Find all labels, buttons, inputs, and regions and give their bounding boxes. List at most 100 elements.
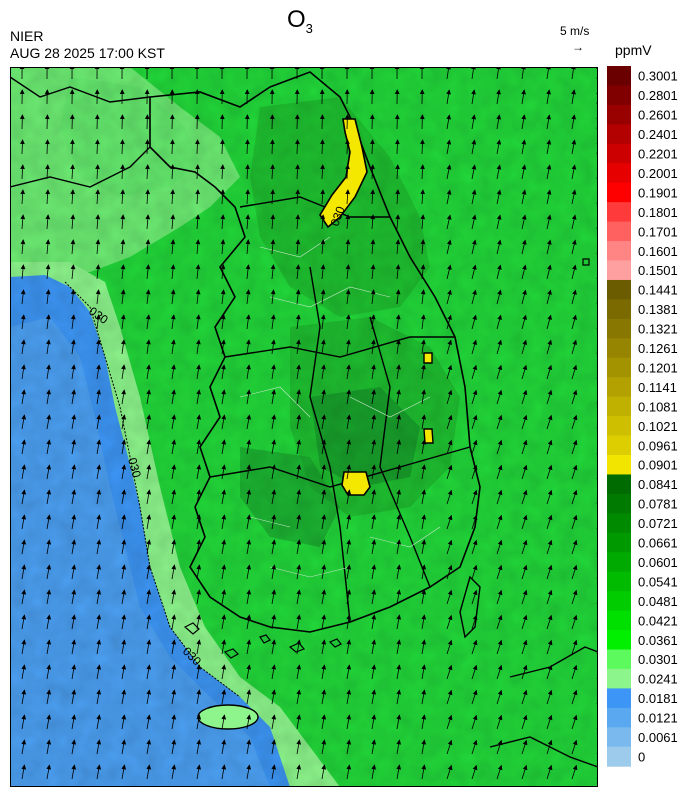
wind-arrow-head (46, 639, 52, 645)
wind-arrow-head (220, 289, 226, 295)
wind-arrow-head (171, 764, 177, 770)
wind-arrow-head (195, 314, 201, 320)
wind-arrow-head (497, 289, 502, 295)
wind-arrow-head (371, 414, 377, 420)
wind-arrow-head (320, 314, 326, 320)
wind-arrow-head (271, 614, 277, 620)
wind-arrow-head (146, 564, 152, 570)
wind-arrow-head (296, 739, 302, 745)
wind-arrow-head (521, 139, 527, 145)
wind-arrow-head (21, 389, 26, 395)
wind-arrow-head (171, 514, 177, 520)
wind-arrow-head (346, 764, 352, 770)
wind-arrow-head (371, 714, 377, 720)
wind-arrow-head (170, 264, 176, 270)
wind-arrow-head (220, 314, 226, 320)
wind-arrow-head (296, 489, 302, 495)
wind-arrow-head (546, 139, 552, 145)
wind-arrow-head (146, 739, 152, 745)
wind-arrow-head (20, 314, 26, 320)
wind-arrow-head (120, 189, 126, 195)
legend-swatch (607, 396, 631, 417)
province-border-4 (309, 266, 351, 623)
legend-swatch (607, 338, 631, 359)
wind-arrow-head (497, 739, 503, 746)
wind-arrow-head (121, 539, 127, 545)
wind-arrow-head (145, 314, 151, 320)
wind-arrow-head (345, 189, 351, 195)
wind-arrow-head (320, 264, 326, 270)
wind-arrow-head (271, 689, 277, 695)
wind-arrow-head (121, 614, 127, 620)
wind-arrow-head (145, 164, 150, 170)
wind-arrow-head (396, 664, 402, 670)
wind-arrow-head (319, 89, 325, 95)
wind-arrow-head (546, 164, 552, 170)
legend-label: 0.0541 (638, 574, 678, 589)
wind-arrow-head (121, 439, 127, 445)
wind-arrow-head (120, 214, 126, 220)
legend-label: 0.0421 (638, 613, 678, 628)
wind-arrow-head (70, 239, 76, 245)
wind-arrow-head (572, 464, 578, 471)
wind-arrow-head (295, 214, 301, 220)
legend-label: 0.0781 (638, 497, 678, 512)
wind-arrow-head (146, 414, 152, 420)
wind-arrow-head (246, 439, 252, 445)
wind-arrow-head (21, 464, 27, 470)
wind-arrow-head (220, 264, 226, 270)
legend-label: 0.0121 (638, 711, 678, 726)
korea-coastline (149, 71, 481, 633)
legend-label: 0.0841 (638, 477, 678, 492)
wind-arrow-head (221, 764, 227, 770)
wind-arrow-head (95, 214, 101, 220)
wind-arrow-head (472, 514, 478, 521)
wind-arrow-head (195, 289, 201, 295)
wind-arrow-head (170, 139, 175, 145)
legend-label: 0.0301 (638, 652, 678, 667)
wind-arrow-head (321, 339, 326, 345)
wind-arrow-head (547, 314, 552, 320)
wind-arrow-head (21, 489, 27, 495)
legend-swatch (607, 279, 631, 300)
wind-arrow-head (370, 239, 376, 245)
wind-arrow-head (71, 389, 76, 395)
wind-arrow-head (221, 689, 227, 695)
wind-arrow-head (270, 264, 276, 270)
wind-arrow-head (421, 589, 427, 595)
wind-arrow-head (371, 514, 377, 520)
wind-arrow-head (171, 739, 177, 745)
wind-arrow-head (20, 214, 26, 220)
wind-arrow-head (170, 289, 176, 295)
wind-arrow-head (96, 714, 102, 720)
wind-arrow-head (220, 189, 226, 195)
wind-arrow-head (497, 639, 503, 646)
wind-arrow-head (96, 364, 101, 370)
wind-arrow-head (246, 739, 252, 745)
wind-arrow-head (196, 639, 202, 645)
wind-arrow-head (70, 264, 76, 270)
wind-arrow-head (421, 639, 427, 645)
wind-arrow-head (395, 239, 401, 245)
wind-arrow-head (572, 614, 578, 621)
wind-arrow-head (522, 614, 528, 621)
wind-arrow-head (196, 339, 201, 345)
wind-arrow-head (295, 189, 301, 195)
wind-arrow-head (246, 464, 252, 470)
wind-arrow-head (246, 764, 252, 770)
east-island (582, 258, 590, 266)
legend-label: 0.0601 (638, 555, 678, 570)
north-border (10, 76, 151, 188)
wind-arrow-head (320, 164, 325, 170)
wind-arrow-head (346, 639, 352, 645)
wind-arrow-head (21, 364, 26, 370)
legend-label: 0.1901 (638, 185, 678, 200)
legend-label: 0.0661 (638, 536, 678, 551)
legend-swatch (607, 435, 631, 456)
wind-arrow-head (171, 689, 177, 695)
wind-arrow-head (221, 464, 227, 470)
legend-swatch (607, 104, 631, 125)
wind-arrow-head (21, 689, 27, 695)
wind-arrow-head (396, 589, 402, 595)
wind-arrow-head (371, 639, 377, 645)
